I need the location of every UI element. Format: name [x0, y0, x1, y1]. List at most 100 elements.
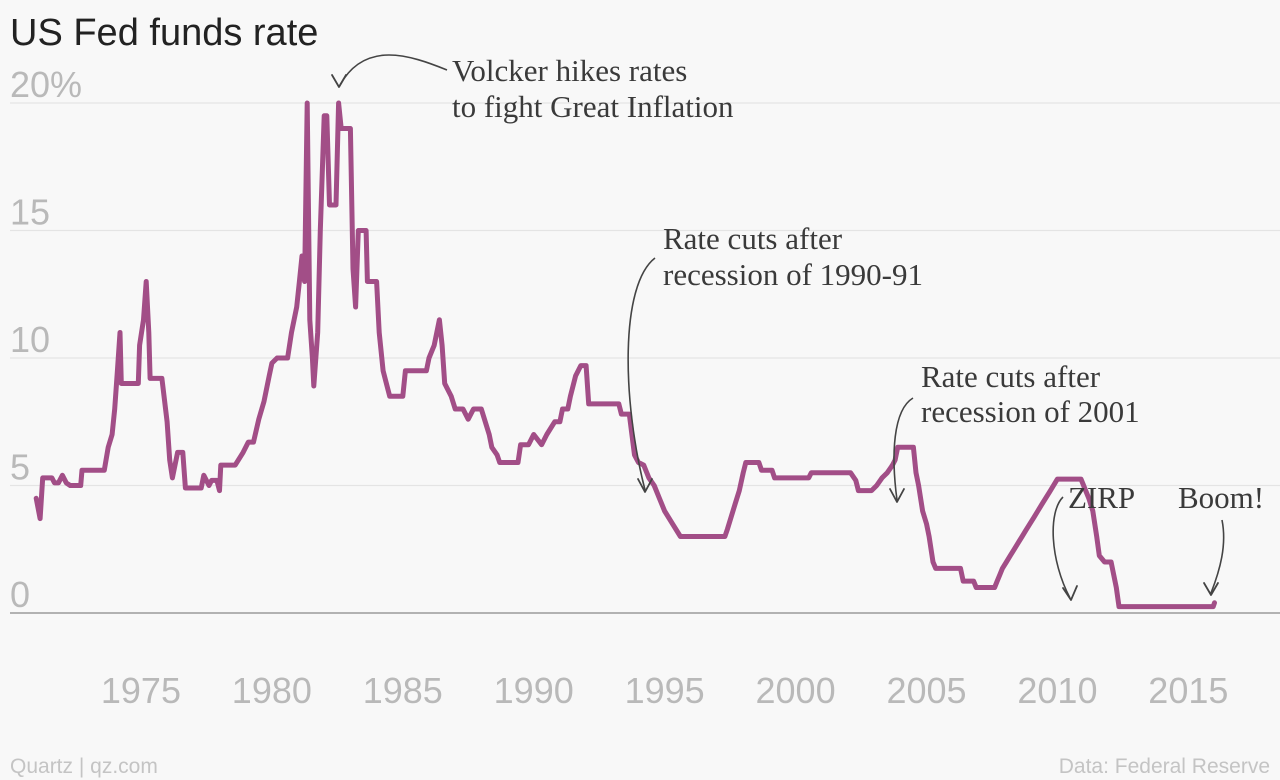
data-point-12	[107, 446, 109, 448]
data-point-79	[433, 344, 435, 346]
data-point-137	[870, 490, 873, 492]
data-point-178	[1096, 535, 1098, 538]
data-point-54	[309, 319, 311, 321]
source-credit: Quartz | qz.com	[10, 755, 158, 778]
x-tick-label-1995: 1995	[625, 670, 705, 711]
data-point-29	[182, 451, 184, 453]
data-point-142	[894, 459, 896, 461]
annotation-boom: Boom!	[1178, 480, 1264, 515]
data-point-48	[290, 331, 293, 334]
data-point-91	[496, 454, 498, 456]
data-point-176	[1088, 497, 1090, 499]
y-tick-label-5: 5	[10, 447, 30, 488]
x-tick-label-1985: 1985	[363, 670, 443, 711]
data-point-31	[200, 487, 202, 489]
data-point-135	[855, 479, 857, 481]
data-point-39	[242, 451, 244, 453]
data-point-15	[116, 370, 118, 372]
data-point-53	[306, 102, 308, 104]
annotation-2001-line2: recession of 2001	[921, 394, 1140, 429]
data-point-36	[218, 490, 221, 492]
data-point-59	[323, 115, 325, 117]
data-point-51	[301, 255, 303, 257]
data-point-42	[258, 418, 260, 420]
data-point-8	[69, 484, 71, 487]
data-point-40	[247, 441, 249, 443]
data-point-154	[973, 580, 975, 582]
y-tick-label-0: 0	[10, 574, 30, 615]
data-point-170	[1045, 497, 1047, 499]
data-point-38	[234, 464, 236, 466]
data-point-162	[1013, 548, 1015, 550]
annotation-2001-arrowhead	[889, 488, 905, 503]
series-line-fed-funds-rate	[33, 100, 1217, 610]
data-point-6	[61, 474, 64, 476]
data-point-67	[355, 306, 357, 308]
annotation-2001-arrow	[893, 397, 914, 501]
data-point-164	[1021, 535, 1023, 538]
data-point-107	[588, 403, 590, 405]
data-point-44	[268, 375, 270, 377]
data-point-80	[438, 319, 440, 321]
annotation-2001-line1: Rate cuts after	[921, 359, 1101, 394]
data-point-16	[119, 331, 121, 334]
data-point-97	[541, 444, 543, 446]
data-point-111	[631, 433, 633, 436]
data-point-81	[441, 344, 443, 346]
data-point-98	[546, 433, 548, 436]
data-point-26	[169, 459, 171, 461]
data-point-1	[39, 518, 41, 520]
data-point-114	[643, 464, 645, 466]
data-point-57	[317, 331, 319, 334]
data-point-73	[382, 370, 384, 372]
data-point-20	[142, 319, 145, 321]
data-point-185	[1212, 606, 1214, 608]
y-tick-label-20: 20%	[10, 64, 82, 105]
data-point-90	[491, 446, 493, 448]
data-point-37	[220, 464, 222, 466]
data-point-175	[1083, 484, 1085, 487]
data-point-169	[1041, 504, 1043, 506]
data-point-127	[745, 461, 747, 464]
data-point-147	[922, 510, 924, 512]
data-point-72	[378, 331, 380, 334]
data-point-108	[618, 403, 620, 405]
data-point-117	[658, 497, 661, 499]
data-point-10	[81, 469, 83, 471]
data-point-101	[561, 408, 564, 410]
x-tick-label-2010: 2010	[1017, 670, 1097, 711]
data-point-47	[287, 357, 289, 359]
data-point-78	[428, 357, 430, 359]
data-point-186	[1213, 602, 1216, 604]
data-point-153	[962, 580, 964, 582]
data-point-155	[975, 586, 977, 589]
data-point-5	[57, 482, 60, 484]
data-point-141	[891, 464, 894, 466]
y-axis-ticks: 0 5 10 15 20%	[10, 64, 82, 615]
data-point-45	[271, 362, 273, 364]
data-point-103	[569, 395, 572, 397]
data-point-148	[925, 523, 928, 525]
data-point-63	[338, 102, 340, 104]
data-point-109	[620, 413, 623, 415]
data-point-149	[928, 535, 930, 538]
annotations: Volcker hikes rates to fight Great Infla…	[331, 53, 1264, 601]
data-point-65	[349, 127, 351, 130]
data-point-138	[876, 484, 878, 487]
x-tick-label-2000: 2000	[756, 670, 836, 711]
data-point-0	[35, 497, 37, 499]
data-point-55	[311, 357, 313, 359]
data-point-56	[313, 385, 315, 387]
y-tick-label-10: 10	[10, 319, 50, 360]
data-point-105	[580, 365, 582, 367]
data-point-71	[376, 280, 378, 283]
annotation-zirp-arrow	[1052, 496, 1071, 599]
data-point-125	[738, 490, 740, 492]
data-point-21	[145, 280, 147, 283]
annotation-volcker-line2: to fight Great Inflation	[452, 89, 734, 124]
data-point-60	[326, 115, 328, 117]
data-point-184	[1118, 606, 1120, 608]
annotation-boom-arrowhead	[1203, 582, 1219, 596]
